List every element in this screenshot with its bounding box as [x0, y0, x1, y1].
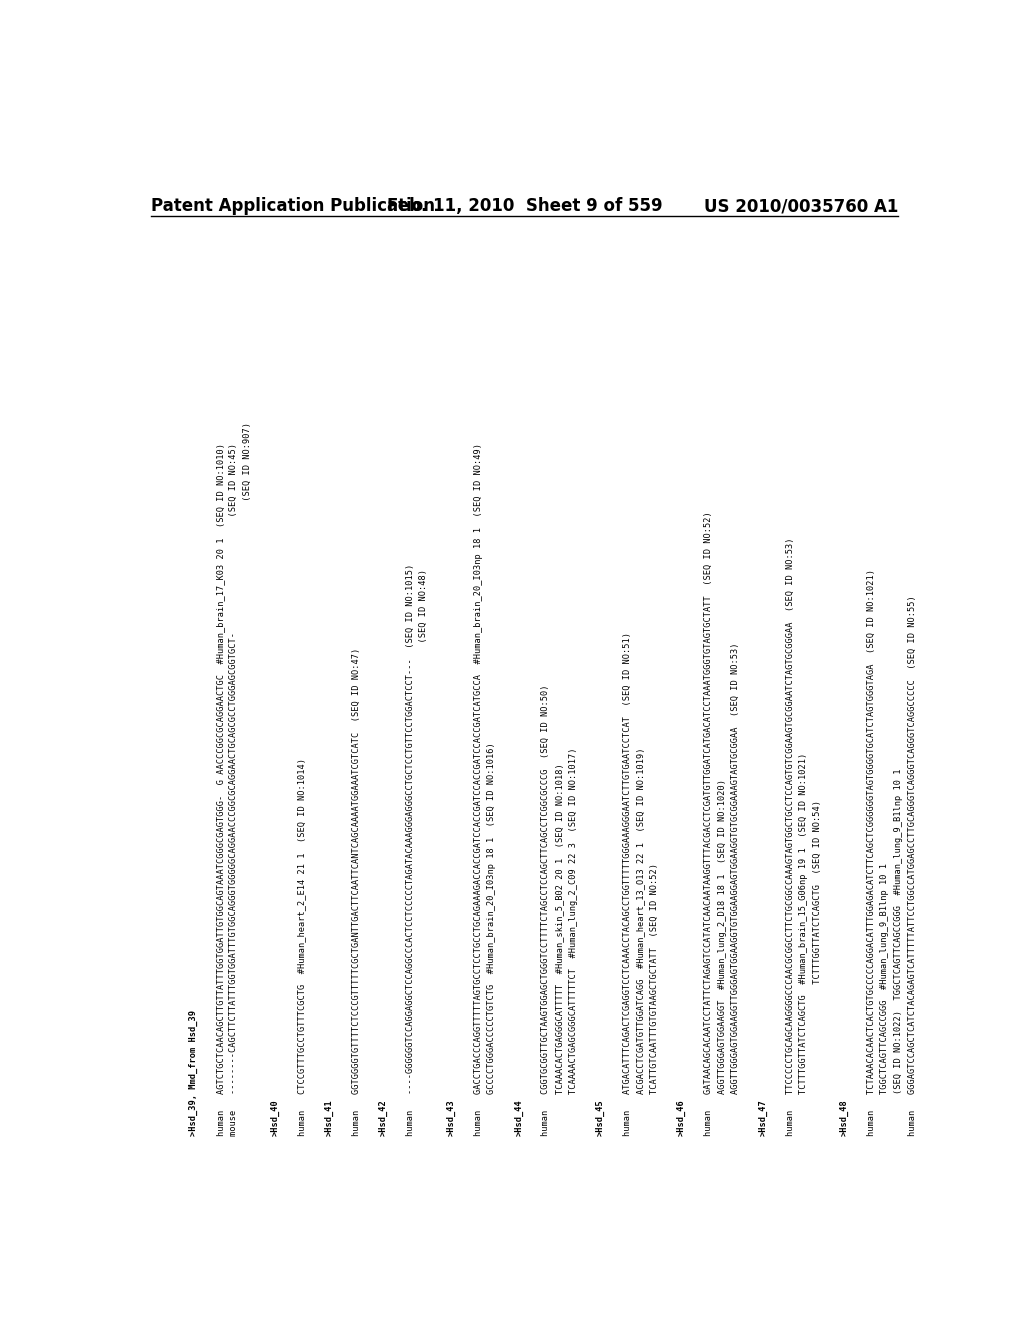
Text: AGGTTGGGAGTGGAAGGTTGGGAGTGGAAGGTGTGGAAGGAGTGGAAGGTGTGCGGAAAGTAGTGCGGAA  (SEQ ID : AGGTTGGGAGTGGAAGGTTGGGAGTGGAAGGTGTGGAAGG…	[731, 643, 740, 1137]
Text: human   GACCTGACCCAGGTTTTTAGTGCCTCCTGCCTGCAGAAAGACCACCGATCCACCGATCCACCGATCCACCGA: human GACCTGACCCAGGTTTTTAGTGCCTCCTGCCTGC…	[473, 444, 482, 1137]
Text: AGGTTGGGAGTGGAAGGT  #Human_lung_2_D18 18 1  (SEQ ID NO:1020): AGGTTGGGAGTGGAAGGT #Human_lung_2_D18 18 …	[718, 779, 727, 1137]
Text: >Hsd_41: >Hsd_41	[325, 1100, 334, 1137]
Text: >Hsd_39, Mmd_from Hsd_39: >Hsd_39, Mmd_from Hsd_39	[188, 1010, 198, 1137]
Text: >Hsd_45: >Hsd_45	[596, 1100, 604, 1137]
Text: (SEQ ID NO:1022)  TGGCTCAGTTCAGCCGGG  #Human_lung_9_B1lnp 10 1: (SEQ ID NO:1022) TGGCTCAGTTCAGCCGGG #Hum…	[894, 768, 903, 1137]
Text: Feb. 11, 2010  Sheet 9 of 559: Feb. 11, 2010 Sheet 9 of 559	[387, 197, 663, 215]
Text: >Hsd_44: >Hsd_44	[514, 1100, 523, 1137]
Text: human   TCTAAACACAACTCACTGTGCCCCCAGGACATTTGGAGACATCTTCAGCTCGGGGGGTAGTGGGGTGCATCT: human TCTAAACACAACTCACTGTGCCCCCAGGACATTT…	[867, 569, 876, 1137]
Text: US 2010/0035760 A1: US 2010/0035760 A1	[703, 197, 898, 215]
Text: >Hsd_46: >Hsd_46	[677, 1100, 686, 1137]
Text: ACGACCTCGATGTTGGATCAGG  #Human_heart_13_O13 22 1  (SEQ ID NO:1019): ACGACCTCGATGTTGGATCAGG #Human_heart_13_O…	[636, 748, 645, 1137]
Text: TCAAAACTGAGCGGGCATTTTTCT  #Human_lung_2_C09 22 3  (SEQ ID NO:1017): TCAAAACTGAGCGGGCATTTTTCT #Human_lung_2_C…	[568, 748, 578, 1137]
Text: human   ATGACATTTCAGACTCGAGGTCCTCAAACCTACAGCCTGGTTTTTGGGAAAGGGAATCTTGTGAATCCTCAT: human ATGACATTTCAGACTCGAGGTCCTCAAACCTACA…	[623, 632, 632, 1137]
Text: TCTTTGGTTATCTCAGCTG  #Human_brain_15_G06np 19 1  (SEQ ID NO:1021): TCTTTGGTTATCTCAGCTG #Human_brain_15_G06n…	[799, 752, 808, 1137]
Text: human   GATAACAGCACAATCCTATTCTAGAGTCCATATCAACAATAAGGTTTACGACCTCGATGTTGGATCATGACA: human GATAACAGCACAATCCTATTCTAGAGTCCATATC…	[705, 512, 713, 1137]
Text: TCAAACACTGAGGGCATTTTT  #Human_skin_5_B02 20 1  (SEQ ID NO:1018): TCAAACACTGAGGGCATTTTT #Human_skin_5_B02 …	[555, 763, 564, 1137]
Text: human   ----GGGGGGTCCAGGAGGCTCCAGGCCCACTCCTCCCCCTAGATACAAAGGGAGGGCCTGCTCCTGTTCCT: human ----GGGGGGTCCAGGAGGCTCCAGGCCCACTCC…	[406, 564, 415, 1137]
Text: (SEQ ID NO:48): (SEQ ID NO:48)	[419, 569, 428, 1137]
Text: human   TTCCCCCTGCAGCAAGGGGCCCAACGCGGCCTTCTGCGGCCAAAGTAGTGGCTGCCTCCAGTGTCGGAAGTG: human TTCCCCCTGCAGCAAGGGGCCCAACGCGGCCTTC…	[785, 537, 795, 1137]
Text: human   CTCCGTTTGCCTGTTTCGCTG  #Human_heart_2_E14 21 1  (SEQ ID NO:1014): human CTCCGTTTGCCTGTTTCGCTG #Human_heart…	[297, 758, 306, 1137]
Text: human   GGTGGGGTGTTTTCTCCCGTTTTTCGCTGANTTGACTTCAATTCANTCAGCAAAATGGAAATCGTCATC  (: human GGTGGGGTGTTTTCTCCCGTTTTTCGCTGANTTG…	[351, 648, 360, 1137]
Text: >Hsd_47: >Hsd_47	[758, 1100, 767, 1137]
Text: GCCCCTGGGACCCCCTGTCTG  #Human_brain_20_I03np 18 1  (SEQ ID NO:1016): GCCCCTGGGACCCCCTGTCTG #Human_brain_20_I0…	[487, 743, 496, 1137]
Text: >Hsd_48: >Hsd_48	[840, 1100, 849, 1137]
Text: TCTTTGGTTATCTCAGCTG  (SEQ ID NO:54): TCTTTGGTTATCTCAGCTG (SEQ ID NO:54)	[813, 800, 821, 1137]
Text: human   CGGTGCGGTTGCTAAGTGGAGCTGGGTCCTTTTCTAGCCTCCAGCTTCAGCCTCGGCGCCCG  (SEQ ID : human CGGTGCGGTTGCTAAGTGGAGCTGGGTCCTTTTC…	[542, 685, 550, 1137]
Text: Patent Application Publication: Patent Application Publication	[152, 197, 435, 215]
Text: TCATTGTCAATTTGTGTAAGCTGCTATT  (SEQ ID NO:52): TCATTGTCAATTTGTGTAAGCTGCTATT (SEQ ID NO:…	[650, 863, 658, 1137]
Text: >Hsd_43: >Hsd_43	[446, 1100, 456, 1137]
Text: (SEQ ID NO:907): (SEQ ID NO:907)	[243, 422, 252, 1137]
Text: human   GGGAGTCCAGCTCATCTACAGAGTCATTTTTATTCCTGGCCATGGAGCCTTGCAGGGTCAGGGTCAGGGTCA: human GGGAGTCCAGCTCATCTACAGAGTCATTTTTATT…	[907, 595, 916, 1137]
Text: >Hsd_42: >Hsd_42	[379, 1100, 388, 1137]
Text: TGGCTCAGTTCAGCCGGG  #Human_lung_9_B1lnp 10 1: TGGCTCAGTTCAGCCGGG #Human_lung_9_B1lnp 1…	[881, 863, 890, 1137]
Text: human   AGTCTGCTCAACAGCTTGTTATTTGGTGGATTGTGGCAGTAAATCGGGCGAGTGGG-  G AACCCGGCGCA: human AGTCTGCTCAACAGCTTGTTATTTGGTGGATTGT…	[216, 444, 225, 1137]
Text: mouse   --------CAGCTTCTTATTTGGTGGATTTGTGGCAGGGTGGGGGCAGGAACCCGGCGCAGGAACTGCAGCG: mouse --------CAGCTTCTTATTTGGTGGATTTGTGG…	[229, 444, 239, 1137]
Text: >Hsd_40: >Hsd_40	[270, 1100, 280, 1137]
